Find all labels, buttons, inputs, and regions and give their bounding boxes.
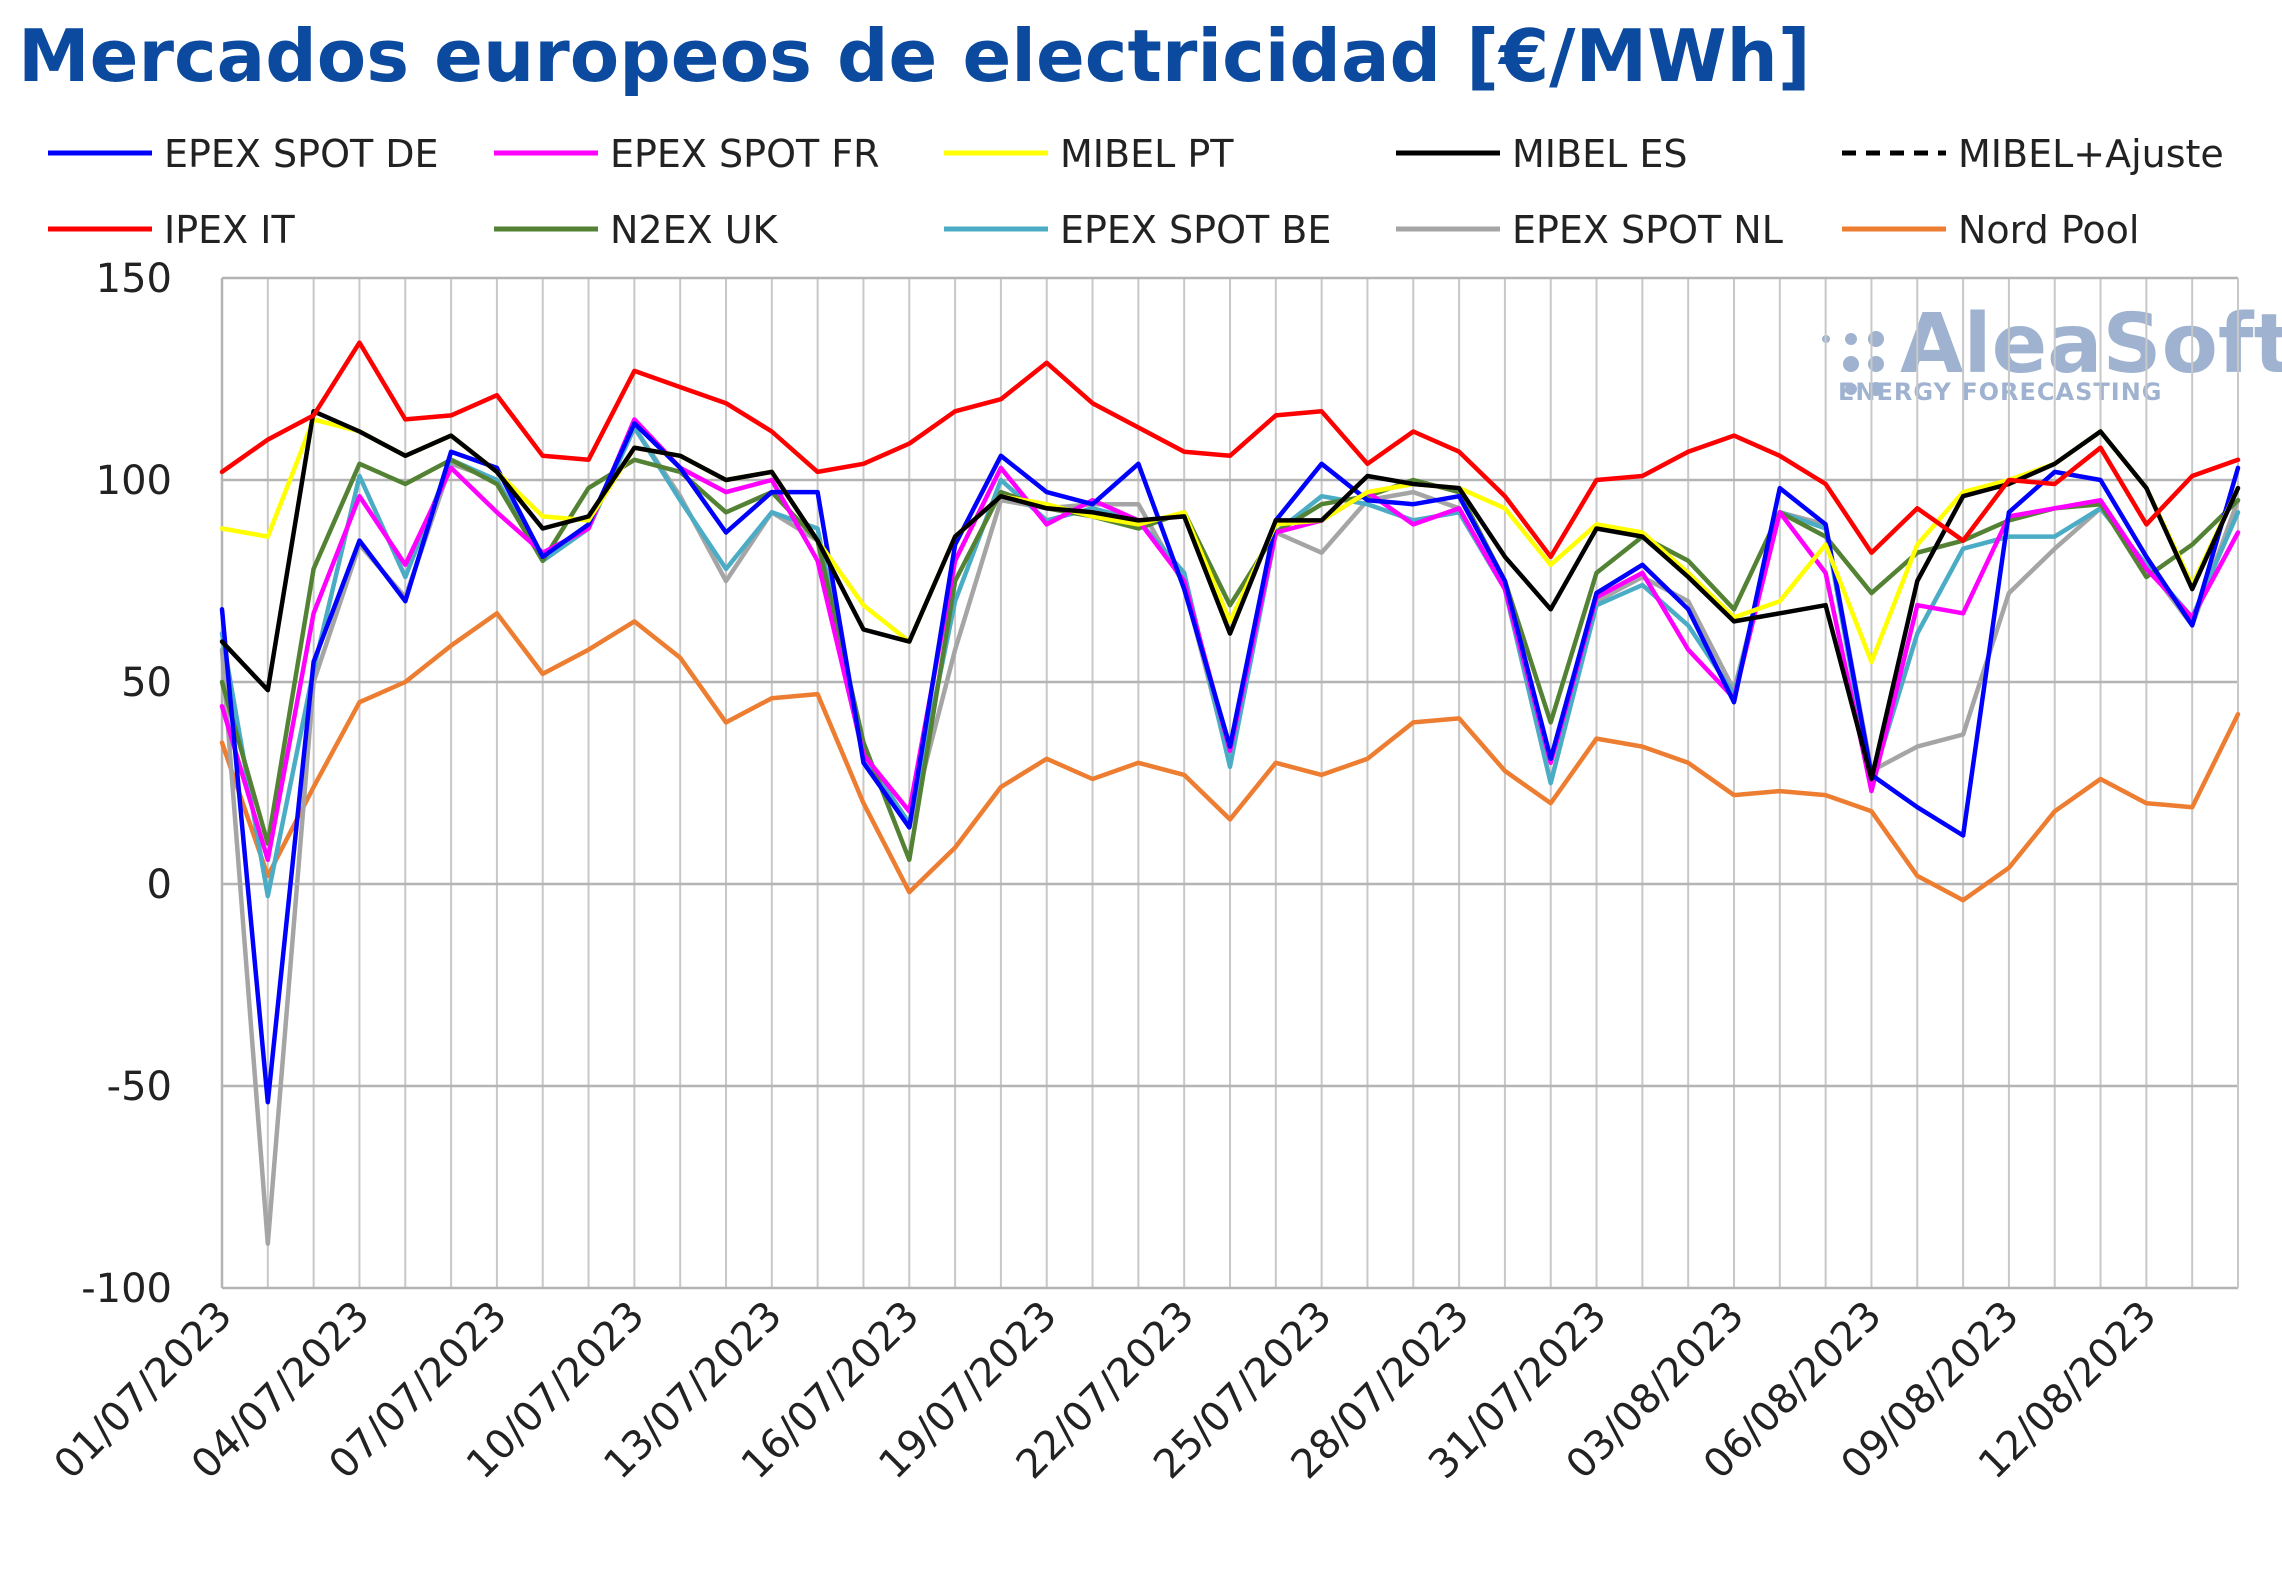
y-tick-label: 100: [96, 458, 172, 504]
chart-title: Mercados europeos de electricidad [€/MWh…: [18, 14, 1811, 98]
series-line-mibel-es: [219, 409, 2241, 782]
y-tick-label: 150: [96, 256, 172, 302]
series-line-ipex-it: [219, 340, 2241, 560]
legend-label: EPEX SPOT NL: [1512, 208, 1783, 252]
legend-label: Nord Pool: [1958, 208, 2139, 252]
chart-legend: EPEX SPOT DE EPEX SPOT FR MIBEL PT MIBEL ES…: [48, 132, 2224, 252]
series-line-epex-spot-de: [219, 421, 2241, 1105]
watermark-dot-icon: [1843, 356, 1859, 372]
watermark-dot-icon: [1869, 382, 1883, 396]
chart-grid: [220, 276, 2239, 1290]
series-line-epex-spot-be: [219, 425, 2241, 899]
watermark-dot-icon: [1845, 383, 1857, 395]
y-tick-label: 0: [147, 862, 172, 908]
legend-label: EPEX SPOT DE: [164, 132, 439, 176]
y-axis-ticks: -100 -50 0 50 100 150: [81, 256, 172, 1312]
series-line-n2ex-uk: [219, 457, 2241, 863]
watermark-dot-icon: [1868, 331, 1884, 347]
y-tick-label: -50: [107, 1064, 172, 1110]
watermark-tagline: ENERGY FORECASTING: [1838, 378, 2163, 406]
y-tick-label: 50: [121, 660, 172, 706]
legend-label: N2EX UK: [610, 208, 779, 252]
legend-label: MIBEL+Ajuste: [1958, 132, 2224, 176]
watermark-dot-icon: [1845, 333, 1857, 345]
legend-label: IPEX IT: [164, 208, 295, 252]
y-tick-label: -100: [81, 1266, 172, 1312]
chart-series: [219, 340, 2241, 1246]
legend-label: EPEX SPOT BE: [1060, 208, 1331, 252]
legend-label: MIBEL PT: [1060, 132, 1234, 176]
legend-label: MIBEL ES: [1512, 132, 1687, 176]
x-axis-ticks: 01/07/202304/07/202307/07/202310/07/2023…: [46, 1293, 2166, 1489]
watermark-dot-icon: [1868, 356, 1884, 372]
series-line-mibel-pt: [219, 417, 2241, 665]
legend-label: EPEX SPOT FR: [610, 132, 880, 176]
series-line-nord-pool: [219, 611, 2241, 903]
